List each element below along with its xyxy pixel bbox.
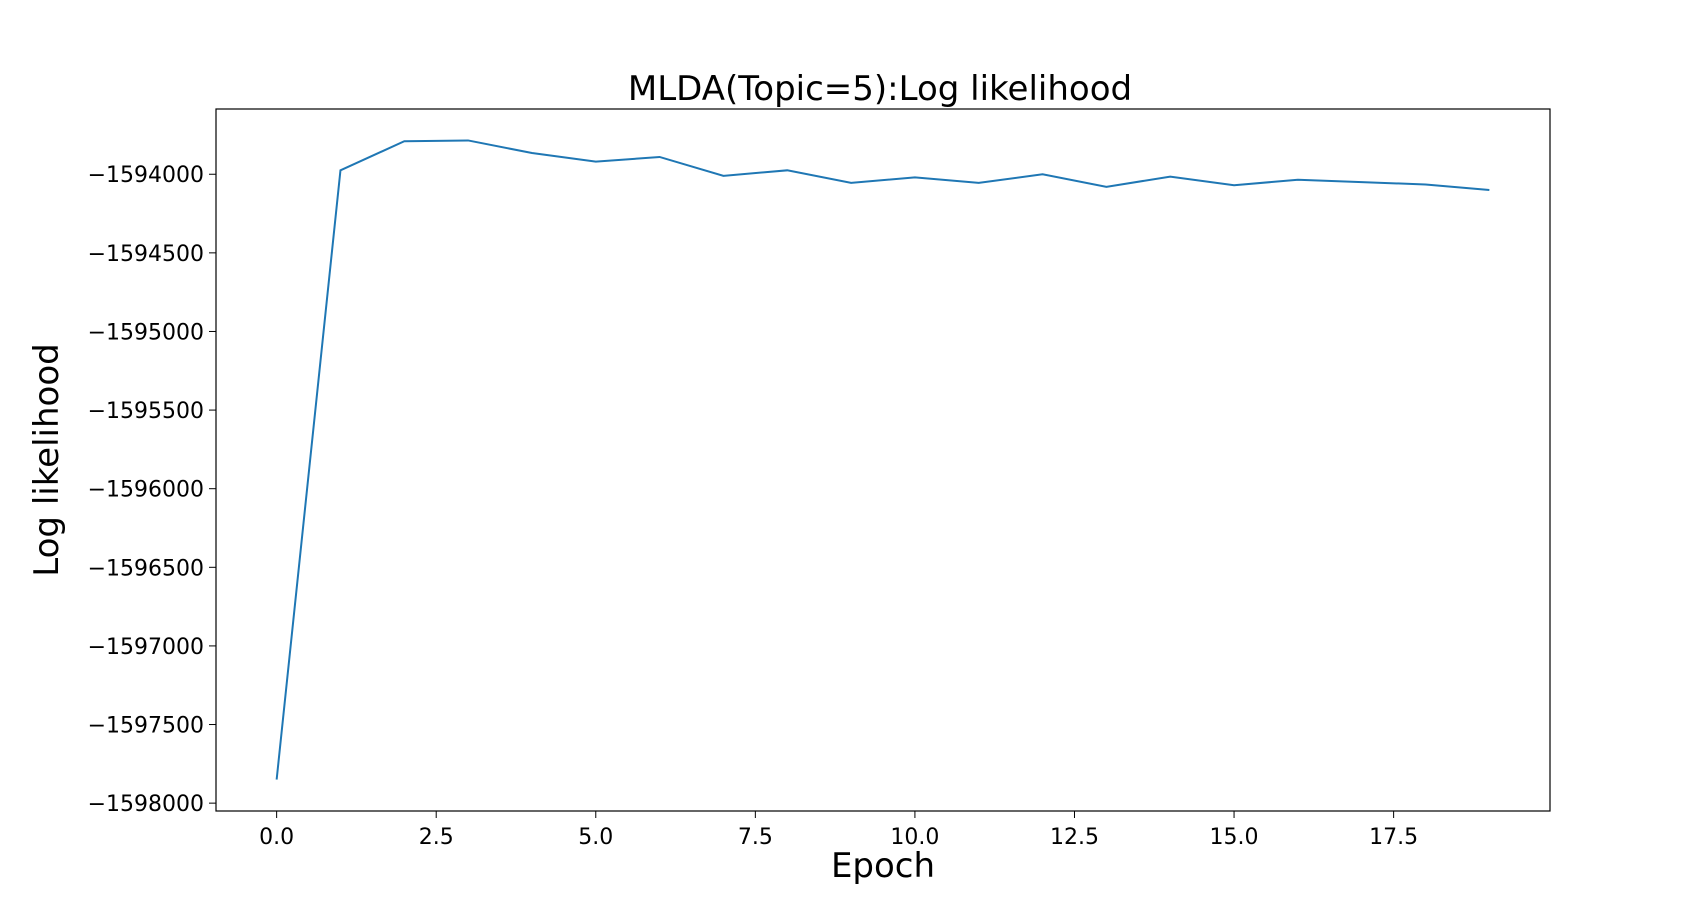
- series-layer: [275, 139, 1490, 780]
- x-tick-label: 12.5: [1050, 825, 1099, 850]
- y-tick-label: −1597000: [88, 635, 204, 660]
- y-axis-label: Log likelihood: [27, 343, 67, 576]
- x-tick-label: 15.0: [1210, 825, 1259, 850]
- x-axis-label: Epoch: [831, 846, 935, 886]
- y-tick-label: −1594000: [88, 163, 204, 188]
- x-tick-label: 10.0: [890, 825, 939, 850]
- x-tick-label: 2.5: [419, 825, 454, 850]
- x-tick-label: 5.0: [578, 825, 613, 850]
- y-tick-label: −1595500: [88, 399, 204, 424]
- y-tick-label: −1595000: [88, 320, 204, 345]
- x-tick-label: 7.5: [738, 825, 773, 850]
- x-axis-ticks: 0.0 2.5 5.0 7.5 10.0 12.5 15.0 17.5: [259, 811, 1418, 850]
- y-tick-label: −1598000: [88, 792, 204, 817]
- x-tick-label: 17.5: [1369, 825, 1418, 850]
- y-tick-label: −1596500: [88, 556, 204, 581]
- log-likelihood-series-line: [275, 139, 1490, 780]
- y-tick-label: −1596000: [88, 478, 204, 503]
- y-axis-ticks: −1598000 −1597500 −1597000 −1596500 −1596000…: [88, 163, 216, 817]
- plot-area-frame: [215, 108, 1551, 812]
- x-tick-label: 0.0: [259, 825, 294, 850]
- y-tick-label: −1594500: [88, 242, 204, 267]
- y-tick-label: −1597500: [88, 714, 204, 739]
- chart-title: MLDA(Topic=5):Log likelihood: [628, 69, 1132, 109]
